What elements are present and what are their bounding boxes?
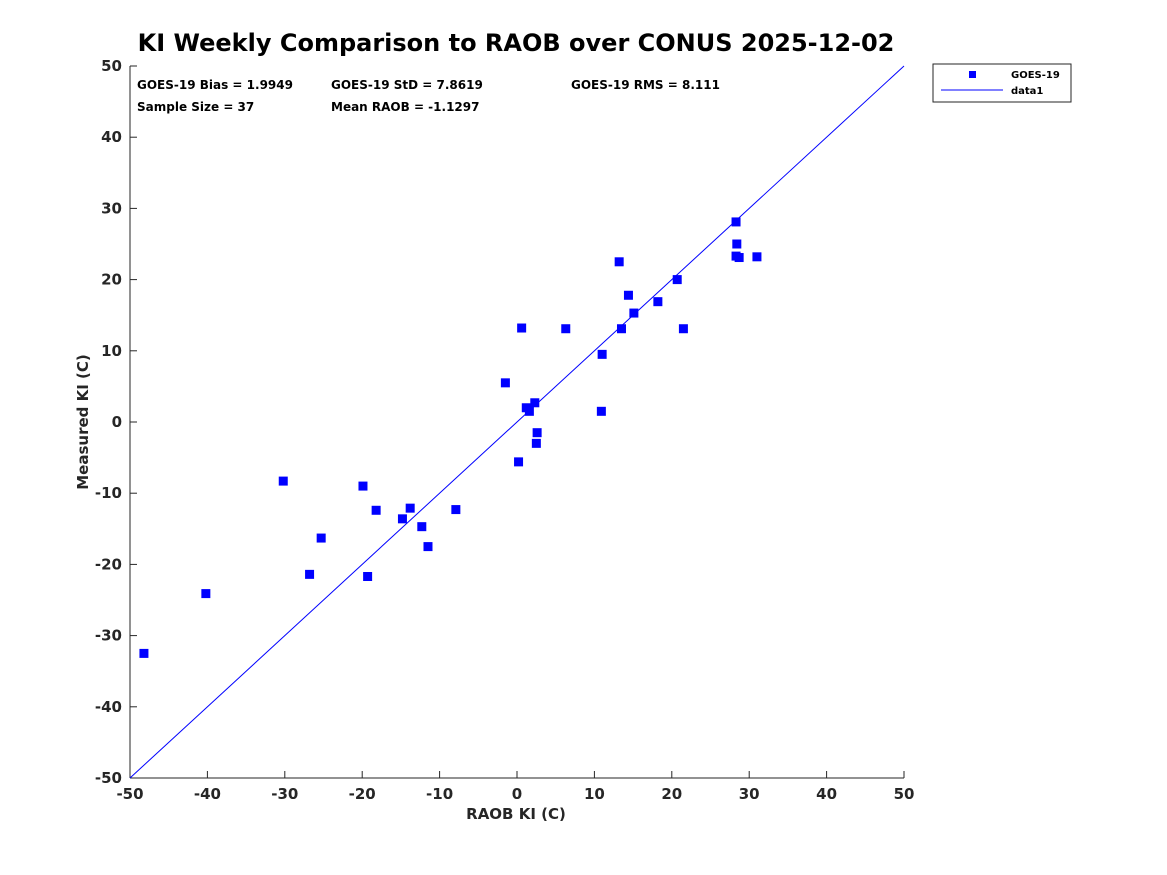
stat-mean-raob: Mean RAOB = -1.1297: [331, 100, 479, 114]
data-point: [678, 324, 688, 334]
stat-bias: GOES-19 Bias = 1.9949: [137, 78, 293, 92]
x-tick-label: -10: [426, 785, 453, 803]
data-point: [371, 505, 381, 515]
line-data1: [129, 65, 905, 779]
x-tick-label: 0: [512, 785, 522, 803]
legend: GOES-19 data1: [932, 63, 1072, 103]
y-axis-label: Measured KI (C): [74, 354, 92, 490]
x-tick-label: 10: [584, 785, 605, 803]
data-point: [423, 542, 433, 552]
y-tick-label: 30: [101, 199, 122, 217]
legend-marker-goes-19: [969, 71, 976, 78]
data-point: [524, 406, 534, 416]
x-tick-label: 40: [816, 785, 837, 803]
x-tick-label: 30: [739, 785, 760, 803]
series-data1: [129, 65, 905, 779]
x-tick-label: 20: [661, 785, 682, 803]
data-point: [139, 648, 149, 658]
y-tick-label: -30: [95, 627, 122, 645]
data-point: [531, 438, 541, 448]
y-tick-label: 10: [101, 342, 122, 360]
y-tick-label: -50: [95, 769, 122, 787]
data-point: [451, 505, 461, 515]
data-point: [623, 290, 633, 300]
stat-sample-size: Sample Size = 37: [137, 100, 254, 114]
legend-label-goes-19: GOES-19: [1011, 70, 1060, 81]
data-point: [358, 481, 368, 491]
x-tick-label: -40: [194, 785, 221, 803]
data-point: [734, 253, 744, 263]
y-tick-label: 40: [101, 128, 122, 146]
data-point: [514, 457, 524, 467]
stat-rms: GOES-19 RMS = 8.111: [571, 78, 720, 92]
stats-annotation: GOES-19 Bias = 1.9949 GOES-19 StD = 7.86…: [137, 78, 720, 114]
data-point: [405, 503, 415, 513]
data-point: [731, 217, 741, 227]
data-point: [597, 349, 607, 359]
x-tick-label: -20: [349, 785, 376, 803]
x-axis-ticks: -50 -40 -30 -20 -10 0 10 20 30 40 50: [116, 771, 914, 803]
data-point: [561, 324, 571, 334]
data-point: [532, 428, 542, 438]
data-point: [653, 297, 663, 307]
y-tick-label: 20: [101, 271, 122, 289]
data-point: [752, 252, 762, 262]
data-point: [596, 406, 606, 416]
legend-label-data1: data1: [1011, 86, 1043, 97]
series-goes-19: [139, 217, 762, 658]
x-tick-label: -50: [116, 785, 143, 803]
data-point: [517, 323, 527, 333]
data-point: [672, 275, 682, 285]
x-tick-label: 50: [894, 785, 915, 803]
data-point: [417, 522, 427, 532]
data-point: [278, 476, 288, 486]
y-tick-label: 0: [112, 413, 122, 431]
data-point: [614, 257, 624, 267]
y-tick-label: -20: [95, 555, 122, 573]
x-tick-label: -30: [271, 785, 298, 803]
y-axis-ticks: 50 40 30 20 10 0 -10 -20 -30 -40 -50: [95, 57, 137, 787]
y-tick-label: -10: [95, 484, 122, 502]
x-axis-label: RAOB KI (C): [466, 805, 566, 823]
data-point: [530, 398, 540, 408]
data-point: [201, 589, 211, 599]
stat-std: GOES-19 StD = 7.8619: [331, 78, 483, 92]
data-point: [316, 533, 326, 543]
chart-title: KI Weekly Comparison to RAOB over CONUS …: [138, 29, 895, 57]
data-point: [397, 514, 407, 524]
data-point: [616, 324, 626, 334]
data-point: [305, 569, 315, 579]
y-tick-label: 50: [101, 57, 122, 75]
data-point: [629, 308, 639, 318]
legend-box: [932, 63, 1072, 103]
data-point: [363, 572, 373, 582]
y-tick-label: -40: [95, 698, 122, 716]
data-point: [732, 239, 742, 249]
data-point: [500, 378, 510, 388]
